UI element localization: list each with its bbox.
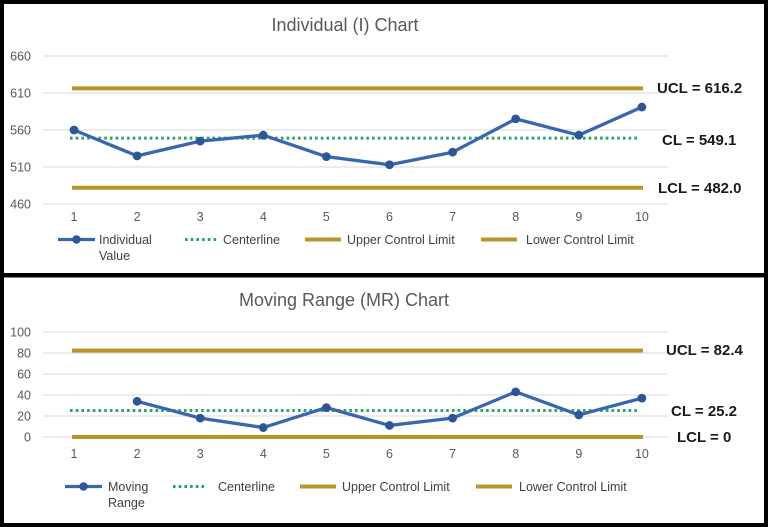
x-tick-label: 5 bbox=[323, 210, 330, 224]
legend-series-marker bbox=[72, 235, 81, 244]
y-tick-label: 80 bbox=[17, 347, 31, 361]
y-tick-label: 0 bbox=[24, 431, 31, 445]
chart-title: Individual (I) Chart bbox=[271, 15, 418, 35]
data-point-marker bbox=[385, 160, 394, 170]
x-tick-label: 4 bbox=[260, 210, 267, 224]
x-tick-label: 8 bbox=[512, 210, 519, 224]
data-point-marker bbox=[637, 102, 647, 112]
y-tick-label: 510 bbox=[10, 161, 31, 175]
data-point-marker bbox=[574, 410, 584, 420]
lcl-label: LCL = 482.0 bbox=[658, 180, 742, 197]
legend-label: Range bbox=[108, 496, 145, 510]
y-tick-label: 100 bbox=[10, 326, 31, 340]
legend-label: Lower Control Limit bbox=[526, 233, 634, 247]
data-point-marker bbox=[322, 403, 331, 412]
ucl-label: UCL = 82.4 bbox=[666, 342, 744, 359]
x-tick-label: 6 bbox=[386, 447, 393, 461]
data-point-marker bbox=[258, 423, 268, 432]
x-tick-label: 6 bbox=[386, 210, 393, 224]
cl-label: CL = 549.1 bbox=[662, 132, 736, 149]
series-line bbox=[73, 105, 643, 167]
x-tick-label: 9 bbox=[575, 210, 582, 224]
y-tick-label: 40 bbox=[17, 389, 31, 403]
moving-range-chart: 100 80 60 40 20 0 1 2 3 4 5 6 7 8 9 10 Moving Range (MR)… bbox=[10, 290, 743, 510]
x-tick-label: 3 bbox=[197, 210, 204, 224]
data-point-marker bbox=[448, 413, 457, 423]
chart-title: Moving Range (MR) Chart bbox=[239, 290, 449, 310]
data-point-marker bbox=[132, 396, 142, 406]
x-tick-label: 2 bbox=[134, 210, 141, 224]
x-tick-label: 1 bbox=[71, 210, 78, 224]
y-tick-label: 610 bbox=[10, 87, 31, 101]
x-tick-label: 3 bbox=[197, 447, 204, 461]
data-point-marker bbox=[511, 114, 521, 124]
x-tick-label: 9 bbox=[575, 447, 582, 461]
cl-label: CL = 25.2 bbox=[671, 403, 737, 420]
data-point-marker bbox=[574, 130, 584, 140]
x-tick-label: 4 bbox=[260, 447, 267, 461]
x-tick-label: 2 bbox=[134, 447, 141, 461]
data-point-marker bbox=[511, 387, 521, 397]
panel-divider bbox=[0, 273, 768, 278]
data-point-marker bbox=[195, 136, 205, 146]
x-tick-label: 10 bbox=[635, 210, 649, 224]
legend-label: Centerline bbox=[218, 480, 275, 494]
legend-label: Upper Control Limit bbox=[342, 480, 450, 494]
y-tick-label: 460 bbox=[10, 198, 31, 212]
y-tick-label: 60 bbox=[17, 368, 31, 382]
legend-label: Individual bbox=[99, 233, 152, 247]
x-tick-label: 10 bbox=[635, 447, 649, 461]
x-tick-label: 5 bbox=[323, 447, 330, 461]
lcl-label: LCL = 0 bbox=[677, 429, 731, 446]
legend-label: Centerline bbox=[223, 233, 280, 247]
x-tick-label: 8 bbox=[512, 447, 519, 461]
x-tick-label: 7 bbox=[449, 447, 456, 461]
data-point-marker bbox=[132, 151, 142, 161]
y-tick-label: 660 bbox=[10, 50, 31, 64]
legend-label: Value bbox=[99, 249, 130, 263]
legend-label: Lower Control Limit bbox=[519, 480, 627, 494]
data-point-marker bbox=[69, 125, 79, 135]
data-point-marker bbox=[195, 413, 205, 423]
data-point-marker bbox=[322, 152, 331, 162]
legend-label: Moving bbox=[108, 480, 148, 494]
x-tick-label: 1 bbox=[71, 447, 78, 461]
ucl-label: UCL = 616.2 bbox=[657, 80, 742, 97]
y-tick-label: 20 bbox=[17, 410, 31, 424]
individual-chart: 660 610 560 510 460 1 2 3 4 5 6 7 8 9 10 Individual (I)… bbox=[10, 15, 742, 263]
y-tick-label: 560 bbox=[10, 124, 31, 138]
data-point-marker bbox=[448, 147, 457, 157]
data-point-marker bbox=[258, 130, 268, 140]
data-point-marker bbox=[637, 393, 647, 403]
legend-label: Upper Control Limit bbox=[347, 233, 455, 247]
legend-series-marker bbox=[79, 482, 88, 491]
x-tick-label: 7 bbox=[449, 210, 456, 224]
data-point-marker bbox=[385, 421, 394, 430]
